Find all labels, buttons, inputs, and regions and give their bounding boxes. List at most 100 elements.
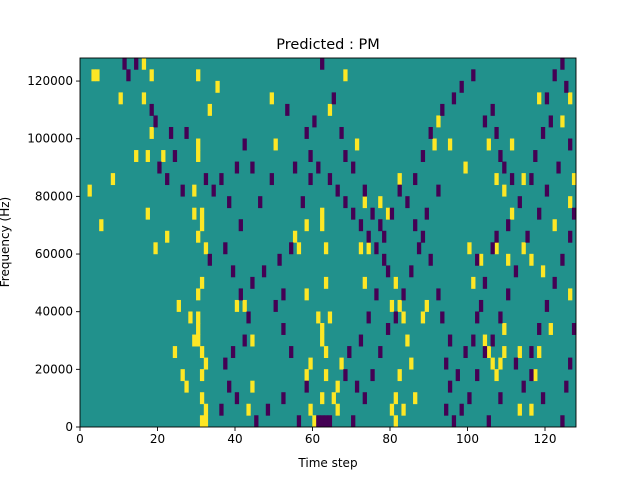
low-value-cell — [447, 380, 453, 393]
high-value-cell — [308, 403, 313, 416]
low-value-cell — [482, 346, 488, 359]
high-value-cell — [192, 334, 197, 347]
low-value-cell — [490, 242, 495, 255]
low-value-cell — [564, 80, 569, 93]
high-value-cell — [389, 403, 395, 416]
high-value-cell — [246, 403, 251, 416]
plot-frame — [79, 57, 577, 428]
low-value-cell — [234, 392, 240, 405]
low-value-cell — [540, 392, 546, 405]
low-value-cell — [343, 196, 348, 209]
low-value-cell — [552, 276, 557, 289]
high-value-cell — [199, 392, 205, 405]
high-value-cell — [486, 138, 491, 151]
x-axis-label: Time step — [297, 456, 357, 470]
high-value-cell — [207, 103, 212, 116]
high-value-cell — [432, 138, 437, 151]
high-value-cell — [529, 403, 534, 416]
high-value-cell — [296, 242, 302, 255]
low-value-cell — [374, 288, 379, 301]
high-value-cell — [327, 103, 333, 116]
high-value-cell — [502, 184, 507, 197]
low-value-cell — [358, 334, 364, 347]
high-value-cell — [199, 369, 205, 382]
high-value-cell — [323, 369, 329, 382]
low-value-cell — [548, 115, 553, 128]
low-value-cell — [281, 323, 286, 335]
low-value-cell — [544, 184, 550, 197]
x-tick-label: 80 — [382, 432, 397, 446]
low-value-cell — [568, 357, 573, 370]
high-value-cell — [478, 253, 484, 266]
low-value-cell — [385, 323, 391, 335]
low-value-cell — [157, 161, 162, 174]
low-value-cell — [509, 173, 515, 186]
low-value-cell — [568, 138, 573, 151]
high-value-cell — [335, 403, 340, 416]
high-value-cell — [490, 357, 495, 370]
high-value-cell — [203, 415, 209, 428]
low-value-cell — [230, 346, 236, 359]
high-value-cell — [196, 69, 201, 82]
y-axis-label: Frequency (Hz) — [0, 197, 12, 288]
low-value-cell — [149, 103, 154, 116]
high-value-cell — [378, 196, 383, 209]
low-value-cell — [428, 126, 433, 139]
low-value-cell — [250, 161, 255, 174]
low-value-cell — [413, 219, 418, 232]
high-value-cell — [537, 92, 542, 105]
high-value-cell — [215, 80, 220, 93]
x-tick-label: 120 — [534, 432, 557, 446]
low-value-cell — [366, 230, 371, 243]
low-value-cell — [258, 196, 263, 209]
high-value-cell — [405, 334, 410, 347]
low-value-cell — [165, 173, 170, 186]
low-value-cell — [281, 288, 286, 301]
high-value-cell — [91, 69, 96, 82]
high-value-cell — [134, 150, 139, 162]
low-value-cell — [254, 415, 259, 428]
high-value-cell — [548, 323, 553, 335]
low-value-cell — [486, 415, 491, 428]
high-value-cell — [292, 230, 298, 243]
low-value-cell — [327, 173, 333, 186]
high-value-cell — [320, 207, 325, 220]
low-value-cell — [537, 207, 542, 220]
high-value-cell — [320, 392, 325, 405]
low-value-cell — [172, 150, 178, 162]
high-value-cell — [447, 138, 453, 151]
high-value-cell — [537, 346, 542, 359]
high-value-cell — [308, 357, 313, 370]
low-value-cell — [478, 299, 484, 312]
low-value-cell — [544, 299, 550, 312]
low-value-cell — [494, 126, 499, 139]
low-value-cell — [242, 138, 247, 151]
low-value-cell — [413, 173, 418, 186]
high-value-cell — [203, 242, 209, 255]
low-value-cell — [475, 369, 480, 382]
low-value-cell — [378, 219, 383, 232]
high-value-cell — [196, 138, 201, 151]
high-value-cell — [304, 219, 309, 232]
high-value-cell — [196, 150, 201, 162]
low-value-cell — [250, 276, 255, 289]
x-tick-label: 100 — [456, 432, 479, 446]
low-value-cell — [451, 415, 457, 428]
low-value-cell — [168, 126, 174, 139]
low-value-cell — [269, 173, 274, 186]
low-value-cell — [211, 184, 216, 197]
high-value-cell — [568, 196, 573, 209]
high-value-cell — [568, 288, 573, 301]
low-value-cell — [316, 161, 321, 174]
low-value-cell — [428, 253, 433, 266]
high-value-cell — [393, 415, 398, 428]
low-value-cell — [533, 150, 538, 162]
high-value-cell — [141, 57, 147, 70]
low-value-cell — [556, 161, 561, 174]
high-value-cell — [141, 92, 147, 105]
high-value-cell — [118, 92, 123, 105]
low-value-cell — [564, 380, 569, 393]
low-value-cell — [351, 415, 356, 428]
low-value-cell — [238, 288, 243, 301]
low-value-cell — [529, 173, 534, 186]
